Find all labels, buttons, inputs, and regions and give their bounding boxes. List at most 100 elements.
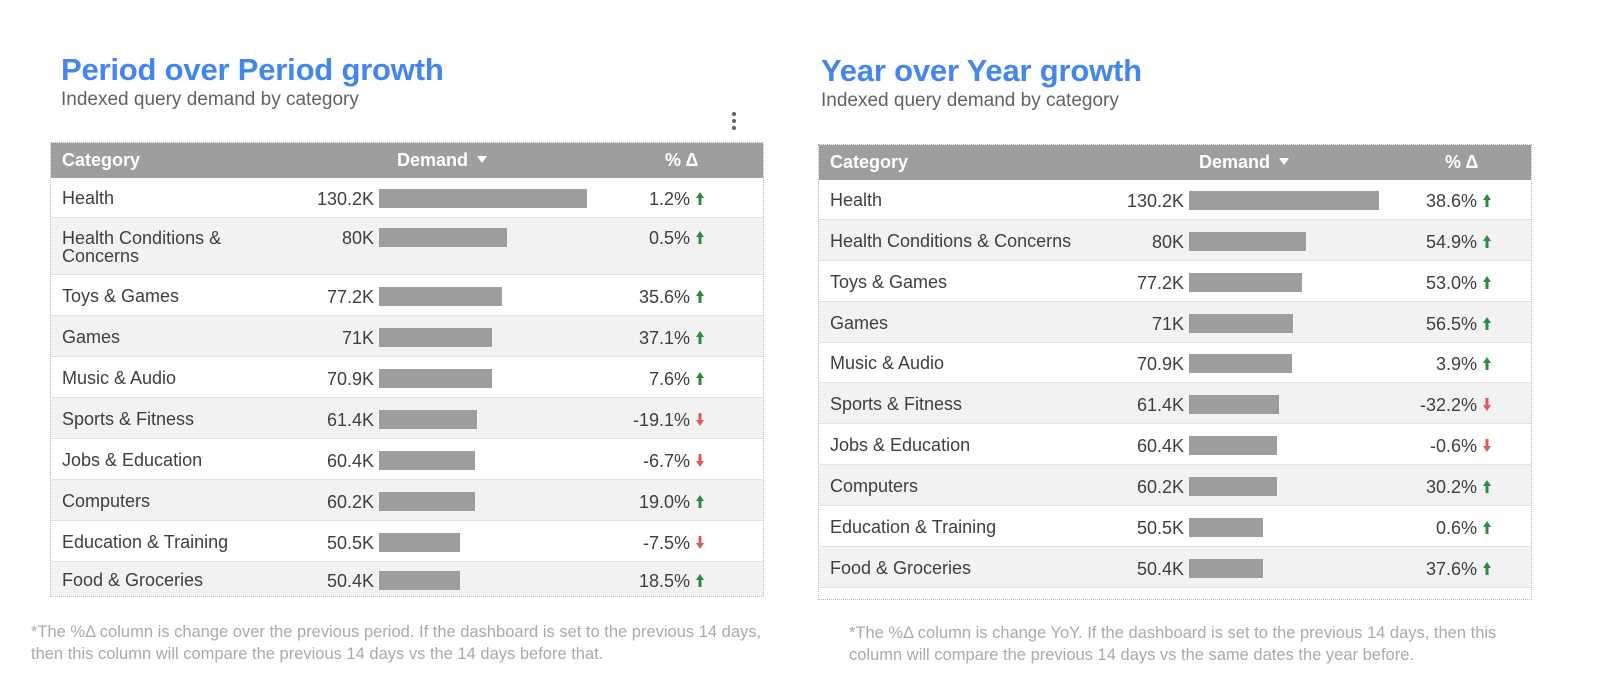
demand-bar [379,571,460,590]
right-growth-table: Category Demand % Δ Health 130.2K 38.6% Hea… [818,144,1532,600]
category-cell: Sports & Fitness [830,393,963,414]
arrow-down-icon [696,535,704,549]
table-row[interactable]: Toys & Games 77.2K 53.0% [819,261,1531,302]
category-cell: Food & Groceries [830,557,972,578]
category-cell: Food & Groceries [62,570,204,590]
category-cell: Toys & Games [62,285,180,306]
column-header-demand-label: Demand [1199,152,1271,172]
demand-bar [1189,231,1306,251]
demand-bar [379,189,587,208]
category-cell: Health Conditions & Concerns [830,230,1072,251]
column-header-category[interactable]: Category [62,150,141,170]
table-body: Health 130.2K 1.2% Health Conditions & Conc… [51,178,763,596]
sort-descending-icon[interactable] [477,155,488,163]
category-cell: Jobs & Education [62,449,203,470]
arrow-down-icon [1483,438,1491,452]
table-header: Category Demand % Δ [51,143,763,178]
table-row[interactable]: Computers 60.2K 19.0% [51,480,763,521]
pct-change-value: 38.6% [1425,191,1477,211]
right-panel-title: Year over Year growth [821,53,1142,88]
pct-change-value: 19.0% [638,491,690,512]
table-row[interactable]: Music & Audio 70.9K 7.6% [51,357,763,398]
arrow-up-icon [696,231,704,244]
category-cell: Computers [830,475,919,496]
table-row[interactable]: Computers 60.2K 30.2% [819,465,1531,506]
category-cell: Games [62,326,121,347]
category-cell: Education & Training [830,516,997,537]
left-growth-table: Category Demand % Δ Health 130.2K 1.2% Heal… [50,142,764,597]
demand-bar [379,491,475,511]
demand-bar [379,228,507,247]
table-row[interactable]: Toys & Games 77.2K 35.6% [51,275,763,316]
table-row[interactable]: Sports & Fitness 61.4K -32.2% [819,383,1531,424]
demand-value: 77.2K [1136,272,1184,293]
demand-bar [1189,394,1279,414]
demand-bar [1189,313,1293,333]
demand-value: 80K [341,228,374,248]
arrow-up-icon [696,574,704,587]
pct-change-value: 0.6% [1435,517,1477,538]
demand-value: 130.2K [316,189,374,209]
left-panel-title: Period over Period growth [61,52,444,87]
demand-value: 60.4K [326,450,374,471]
table-row[interactable]: Education & Training 50.5K 0.6% [819,506,1531,547]
demand-value: 70.9K [1136,354,1184,374]
demand-value: 77.2K [326,286,374,307]
table-row[interactable]: Sports & Fitness 61.4K -19.1% [51,398,763,439]
table-row[interactable]: Games 71K 37.1% [51,316,763,357]
demand-value: 71K [1151,313,1184,334]
table-row[interactable]: Health 130.2K 1.2% [51,178,763,218]
pct-change-value: -7.5% [642,532,690,553]
column-header-category[interactable]: Category [830,152,909,172]
category-cell: Education & Training [62,531,229,552]
arrow-up-icon [696,494,704,508]
pct-change-value: -6.7% [642,450,690,471]
table-row[interactable]: Health Conditions & Concerns 80K 54.9% [819,220,1531,261]
category-cell: Sports & Fitness [62,408,195,429]
column-header-demand-label: Demand [397,150,469,170]
column-header-pct-change[interactable]: % Δ [1445,152,1479,172]
demand-bar [1189,476,1277,496]
table-row[interactable]: Music & Audio 70.9K 3.9% [819,343,1531,383]
pct-change-value: 37.6% [1425,558,1477,579]
arrow-up-icon [1483,194,1491,207]
more-vert-icon[interactable] [729,110,739,132]
arrow-down-icon [696,453,704,467]
table-row[interactable]: Food & Groceries 50.4K 18.5% [51,562,763,596]
sort-descending-icon[interactable] [1279,157,1290,165]
column-header-pct-change[interactable]: % Δ [665,150,699,170]
demand-bar [379,368,492,388]
demand-value: 130.2K [1126,191,1184,211]
column-header-demand[interactable]: Demand [1199,145,1290,180]
demand-value: 61.4K [1136,394,1184,415]
table-row[interactable]: Health 130.2K 38.6% [819,180,1531,220]
demand-bar [379,327,492,347]
category-cell: Computers [62,490,151,511]
column-header-demand[interactable]: Demand [397,143,488,178]
table-row[interactable]: Health Conditions & Concerns 80K 0.5% [51,218,763,275]
pct-change-value: 30.2% [1425,476,1477,497]
demand-bar [379,450,475,470]
pct-change-value: 35.6% [638,286,690,307]
pct-change-value: -19.1% [632,409,690,430]
table-row[interactable]: Jobs & Education 60.4K -0.6% [819,424,1531,465]
demand-value: 60.2K [1136,476,1184,497]
arrow-up-icon [696,192,704,205]
arrow-up-icon [1483,479,1491,493]
pct-change-value: 53.0% [1425,272,1477,293]
arrow-up-icon [1483,561,1491,575]
arrow-up-icon [1483,275,1491,289]
demand-bar [379,532,460,552]
table-row[interactable]: Jobs & Education 60.4K -6.7% [51,439,763,480]
pct-change-value: 56.5% [1425,313,1477,334]
pct-change-value: 18.5% [638,571,690,591]
category-cell: Jobs & Education [830,434,971,455]
table-row[interactable]: Education & Training 50.5K -7.5% [51,521,763,562]
arrow-up-icon [696,289,704,303]
table-row[interactable]: Food & Groceries 50.4K 37.6% [819,547,1531,588]
arrow-down-icon [696,412,704,426]
pct-change-value: 7.6% [648,368,690,389]
demand-value: 50.5K [1136,517,1184,538]
pct-change-value: 1.2% [648,189,690,209]
table-row[interactable]: Games 71K 56.5% [819,302,1531,343]
